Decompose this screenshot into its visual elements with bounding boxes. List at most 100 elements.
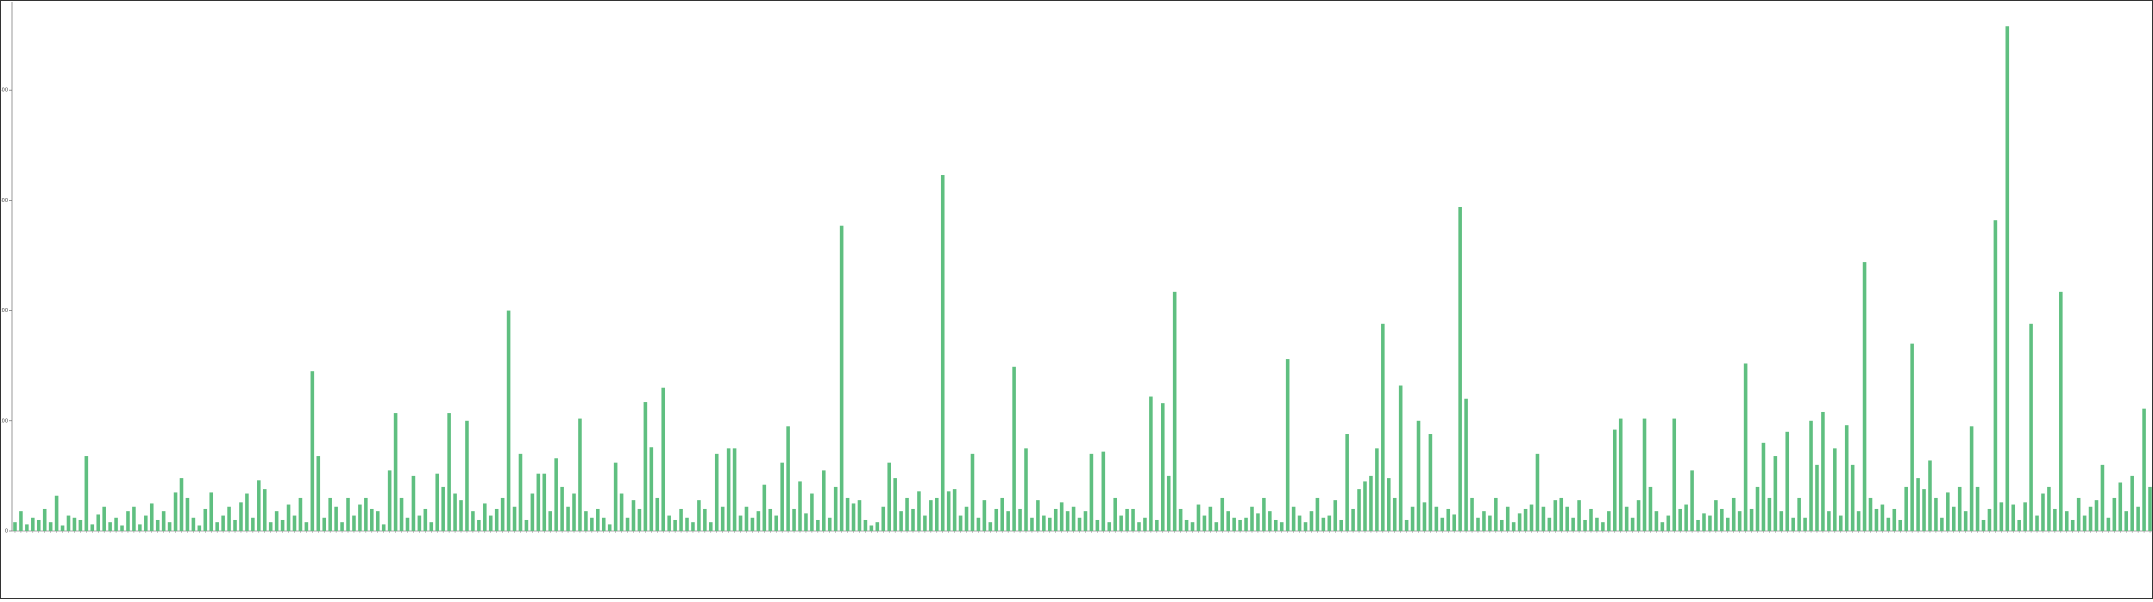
bar	[375, 511, 380, 531]
bar	[1482, 511, 1486, 531]
bar	[1202, 515, 1207, 531]
bar	[1547, 517, 1552, 531]
bar	[19, 511, 23, 531]
bar	[1089, 453, 1094, 531]
bar	[1720, 508, 1724, 531]
bar	[911, 508, 915, 531]
y-tick-label: 400	[0, 88, 8, 94]
bar	[31, 517, 35, 531]
bar	[762, 484, 767, 531]
bar	[566, 506, 570, 531]
bar	[863, 519, 868, 531]
bar	[1440, 517, 1445, 531]
bar	[1886, 517, 1891, 531]
bar	[108, 522, 112, 531]
bar	[268, 522, 273, 531]
bar	[1375, 448, 1379, 531]
bar	[1030, 517, 1034, 531]
bar	[1404, 519, 1409, 531]
bar	[1166, 475, 1171, 531]
bar	[346, 497, 350, 531]
bar	[262, 489, 267, 531]
bar	[964, 506, 969, 531]
bar	[1077, 517, 1082, 531]
bar	[322, 517, 327, 531]
bar	[1083, 511, 1088, 531]
bar	[929, 500, 933, 531]
bar	[625, 517, 630, 531]
bar	[1672, 418, 1677, 531]
bar	[102, 506, 106, 531]
bar	[477, 519, 481, 531]
bar	[167, 522, 172, 531]
bar	[1862, 262, 1867, 531]
bar	[2017, 519, 2021, 531]
bar	[2142, 408, 2146, 531]
bar	[471, 511, 475, 531]
bar	[720, 506, 725, 531]
bar	[887, 462, 891, 531]
bar	[1095, 519, 1100, 531]
bar	[935, 497, 939, 531]
bar	[804, 513, 808, 531]
bar	[96, 514, 101, 531]
y-tick-label: 200	[0, 308, 8, 314]
bar	[1006, 511, 1010, 531]
bar	[2047, 486, 2051, 531]
bar	[2136, 506, 2140, 531]
bar	[1666, 515, 1671, 531]
bar	[1904, 486, 1908, 531]
bar	[1250, 506, 1254, 531]
bar	[578, 418, 582, 531]
bar	[1499, 519, 1504, 531]
bar	[756, 511, 761, 531]
bar	[1743, 363, 1748, 531]
bar	[940, 175, 945, 531]
bar	[1898, 519, 1903, 531]
bar	[655, 497, 660, 531]
bar	[2059, 291, 2063, 531]
bar	[952, 489, 957, 531]
bar	[1190, 522, 1195, 531]
bar	[851, 503, 856, 531]
bar	[1981, 519, 1986, 531]
bar	[2100, 464, 2105, 531]
bar	[1779, 511, 1784, 531]
bar	[1809, 420, 1813, 531]
bar	[988, 522, 993, 531]
bar	[1244, 517, 1248, 531]
bar	[364, 497, 368, 531]
bar	[518, 453, 523, 531]
bar	[1279, 522, 1284, 531]
bar	[1607, 511, 1611, 531]
bar	[607, 524, 612, 531]
bar	[239, 502, 243, 531]
bar	[84, 456, 89, 531]
bar	[1785, 431, 1790, 531]
bar	[423, 508, 428, 531]
bar	[1125, 508, 1129, 531]
bar	[1178, 508, 1183, 531]
bar	[340, 522, 344, 531]
bar	[780, 462, 784, 531]
bar	[512, 506, 517, 531]
bar	[1410, 506, 1415, 531]
bar	[66, 515, 71, 531]
bar	[132, 506, 136, 531]
bar	[1934, 497, 1938, 531]
bar	[1434, 506, 1439, 531]
bar	[453, 493, 457, 531]
bar	[1143, 517, 1147, 531]
bar	[601, 517, 606, 531]
bar	[613, 462, 618, 531]
bar	[185, 497, 190, 531]
bar	[1708, 515, 1712, 531]
bar	[2118, 482, 2123, 531]
bar	[1827, 511, 1831, 531]
bar	[750, 517, 755, 531]
bar	[2130, 475, 2134, 531]
bar	[334, 506, 338, 531]
bar	[1119, 515, 1123, 531]
bar	[827, 517, 832, 531]
bar	[1131, 508, 1135, 531]
